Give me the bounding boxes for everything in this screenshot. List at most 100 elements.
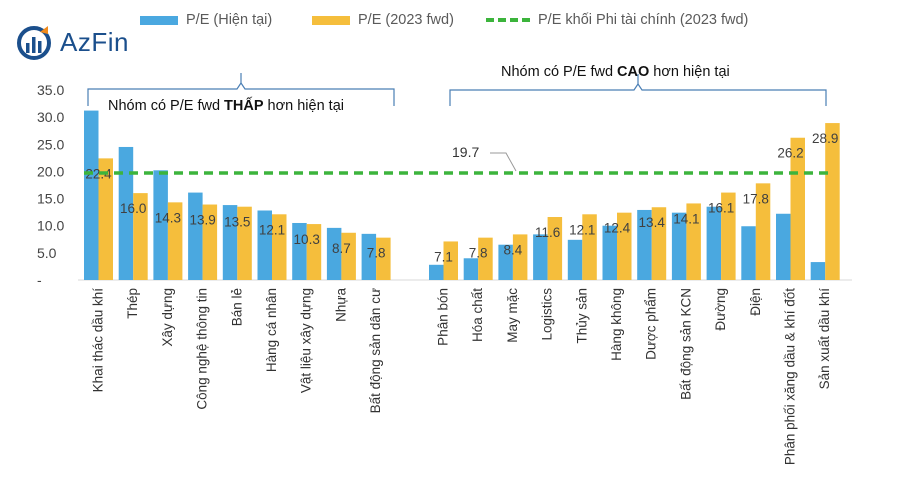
brand-logo: AzFin	[14, 22, 129, 62]
bar-current	[671, 212, 687, 280]
bar-current	[602, 225, 617, 280]
category-label: May mặc	[505, 288, 520, 343]
data-label-fwd: 22.4	[85, 166, 112, 181]
bar-fwd	[376, 237, 391, 280]
low-group-label: Nhóm có P/E fwd THẤP hơn hiện tại	[108, 98, 344, 114]
bar-current	[292, 222, 307, 280]
high-group-brace	[449, 82, 827, 106]
data-label-fwd: 12.1	[569, 222, 595, 237]
bar-fwd	[512, 234, 528, 280]
legend: P/E (Hiện tại) P/E (2023 fwd) P/E khối P…	[0, 12, 900, 34]
category-label: Công nghệ thông tin	[195, 288, 210, 410]
reference-leader-line	[490, 152, 517, 172]
legend-swatch-current	[140, 15, 178, 25]
y-tick-label: 25.0	[37, 136, 64, 152]
bar-fwd	[443, 241, 458, 280]
bar-fwd	[478, 237, 493, 280]
data-label-fwd: 17.8	[743, 191, 769, 206]
bar-current	[326, 227, 342, 280]
category-label: Thủy sản	[574, 288, 589, 344]
data-label-fwd: 7.8	[367, 246, 386, 261]
azfin-logo-icon	[17, 26, 51, 60]
y-tick-label: 20.0	[37, 163, 64, 179]
y-tick-label: -	[37, 272, 42, 288]
bar-current	[706, 206, 722, 280]
reference-value-label: 19.7	[452, 144, 479, 160]
bar-current	[463, 258, 479, 280]
category-label: Hóa chất	[470, 288, 485, 342]
bar-current	[776, 213, 791, 280]
logo-text: AzFin	[60, 26, 129, 57]
category-label: Bán lẻ	[229, 288, 244, 326]
bar-fwd	[167, 202, 183, 280]
data-label-fwd: 13.5	[224, 215, 250, 230]
data-label-fwd: 28.9	[812, 131, 838, 146]
bar-fwd	[98, 158, 113, 280]
legend-item-current: P/E (Hiện tại)	[140, 12, 272, 28]
data-label-fwd: 10.3	[294, 232, 320, 247]
bar-fwd	[582, 214, 597, 280]
legend-label-current: P/E (Hiện tại)	[186, 12, 273, 28]
legend-label-fwd: P/E (2023 fwd)	[358, 12, 454, 28]
high-group-label: Nhóm có P/E fwd CAO hơn hiện tại	[501, 64, 730, 80]
category-label: Xây dựng	[160, 288, 175, 347]
bar-fwd	[617, 212, 632, 280]
data-label-fwd: 12.4	[604, 221, 631, 236]
y-tick-label: 10.0	[37, 218, 64, 234]
legend-swatch-fwd	[312, 15, 350, 25]
low-group-brace	[87, 81, 395, 106]
data-label-fwd: 14.1	[673, 211, 699, 226]
bar-current	[153, 170, 168, 280]
category-label: Điện	[748, 288, 763, 316]
y-tick-label: 5.0	[37, 245, 57, 261]
bar-fwd	[547, 217, 563, 280]
bar-current	[257, 210, 272, 280]
data-label-fwd: 7.8	[469, 246, 488, 261]
bar-current	[533, 234, 548, 280]
bar-current	[429, 264, 444, 280]
bar-fwd	[686, 203, 701, 280]
category-label: Bất động sản dân cư	[368, 288, 383, 413]
category-label: Dược phẩm	[644, 288, 659, 360]
legend-swatch-reference	[486, 18, 530, 22]
data-label-fwd: 13.9	[189, 213, 215, 228]
bar-current	[222, 205, 238, 280]
legend-label-reference: P/E khối Phi tài chính (2023 fwd)	[538, 12, 749, 28]
category-label: Hàng không	[609, 288, 624, 361]
bar-fwd	[272, 214, 287, 280]
category-label: Sản xuất dầu khí	[817, 288, 832, 390]
bar-current	[637, 209, 652, 280]
bar-fwd	[825, 123, 840, 280]
data-label-fwd: 14.3	[155, 210, 181, 225]
category-label: Đường	[713, 288, 728, 331]
bar-current	[567, 239, 583, 280]
data-label-fwd: 12.1	[259, 222, 285, 237]
category-label: Phân phối xăng dầu & khí đốt	[783, 288, 798, 465]
data-label-fwd: 13.4	[639, 215, 666, 230]
data-label-fwd: 8.7	[332, 241, 351, 256]
bar-fwd	[202, 204, 218, 280]
bar-current	[188, 192, 203, 280]
y-tick-label: 35.0	[37, 82, 64, 98]
data-label-fwd: 26.2	[777, 146, 803, 161]
category-label: Khai thác dầu khí	[91, 288, 106, 393]
data-label-fwd: 16.0	[120, 201, 146, 216]
bar-fwd	[306, 224, 322, 280]
y-tick-label: 15.0	[37, 191, 64, 207]
legend-item-reference: P/E khối Phi tài chính (2023 fwd)	[486, 12, 748, 28]
category-label: Phân bón	[436, 288, 451, 346]
bar-current	[810, 262, 826, 280]
data-label-fwd: 8.4	[504, 242, 523, 257]
y-tick-label: 30.0	[37, 109, 64, 125]
bar-fwd	[237, 206, 252, 280]
bar-current	[84, 110, 99, 280]
bar-fwd	[651, 207, 667, 280]
bar-fwd	[133, 193, 148, 280]
bar-current	[361, 233, 377, 280]
category-label: Nhựa	[333, 288, 348, 322]
bar-current	[498, 244, 513, 280]
category-label: Vật liệu xây dựng	[299, 288, 314, 393]
bar-current	[741, 226, 756, 280]
category-label: Bất động sản KCN	[678, 288, 693, 400]
